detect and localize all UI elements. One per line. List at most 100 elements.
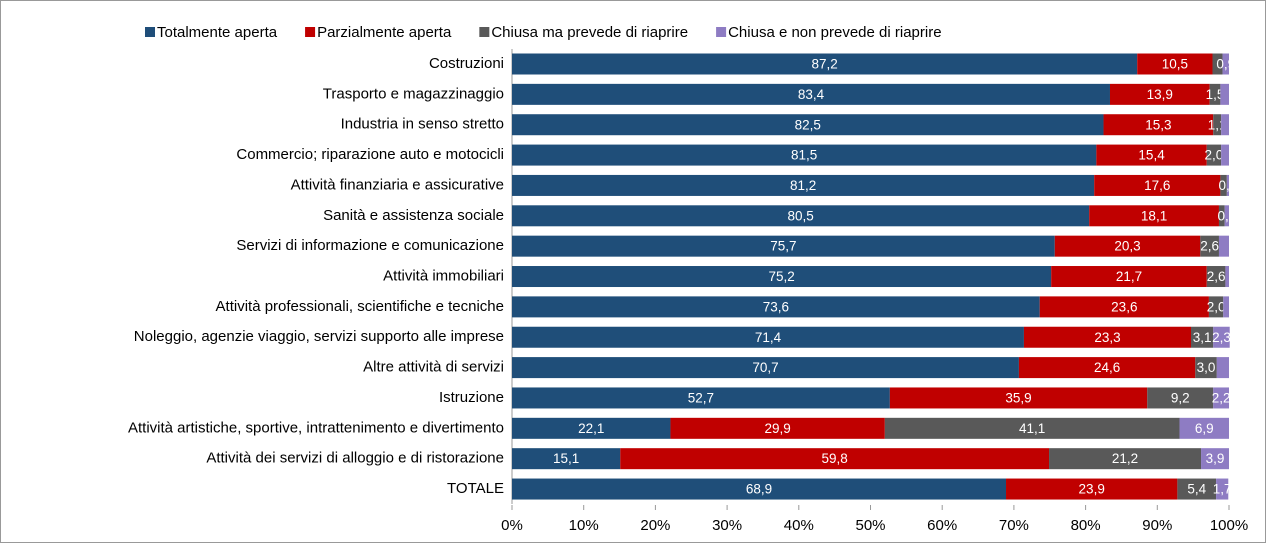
value-label: 21,2 bbox=[1112, 451, 1138, 466]
bar-segment bbox=[1216, 478, 1229, 500]
bar-segment bbox=[1137, 53, 1213, 75]
x-tick-label: 70% bbox=[999, 517, 1029, 534]
bar-segment bbox=[1208, 296, 1224, 318]
value-label: 1,7 bbox=[1213, 482, 1232, 497]
y-tick-label: Servizi di informazione e comunicazione bbox=[236, 237, 504, 254]
bar-segment bbox=[1147, 387, 1214, 409]
x-tick-label: 80% bbox=[1071, 517, 1101, 534]
bar-segment bbox=[1224, 205, 1229, 227]
value-label: 81,2 bbox=[790, 178, 816, 193]
bar-segment bbox=[1209, 83, 1221, 105]
bar-segment bbox=[512, 53, 1138, 75]
bar-segment bbox=[1103, 114, 1214, 136]
value-label: 1,5 bbox=[1206, 87, 1225, 102]
bar-segment bbox=[512, 144, 1097, 166]
value-label: 52,7 bbox=[688, 391, 714, 406]
value-label: 80,5 bbox=[787, 208, 813, 223]
value-label: 68,9 bbox=[746, 482, 772, 497]
bar-segment bbox=[884, 417, 1180, 439]
bar-segment bbox=[1179, 417, 1229, 439]
legend-label: Parzialmente aperta bbox=[317, 24, 452, 41]
y-tick-label: Commercio; riparazione auto e motocicli bbox=[236, 146, 504, 163]
value-label: 83,4 bbox=[798, 87, 825, 102]
bar-segment bbox=[1212, 53, 1223, 75]
bar-segment bbox=[1206, 266, 1226, 288]
value-label: 2,0 bbox=[1205, 148, 1224, 163]
value-label: 3,9 bbox=[1206, 451, 1225, 466]
y-tick-label: Attività dei servizi di alloggio e di ri… bbox=[206, 450, 504, 467]
y-tick-label: TOTALE bbox=[447, 480, 504, 497]
bar-segment bbox=[1213, 114, 1222, 136]
bar-segment bbox=[1039, 296, 1209, 318]
x-tick-label: 40% bbox=[784, 517, 814, 534]
x-tick-label: 0% bbox=[501, 517, 523, 534]
y-tick-label: Attività professionali, scientifiche e t… bbox=[216, 298, 504, 315]
y-tick-label: Altre attività di servizi bbox=[363, 359, 504, 376]
bar-segment bbox=[1051, 266, 1207, 288]
value-label: 13,9 bbox=[1147, 87, 1173, 102]
x-tick-label: 20% bbox=[640, 517, 670, 534]
value-label: 23,9 bbox=[1079, 482, 1105, 497]
value-label: 70,7 bbox=[752, 360, 778, 375]
bar-segment bbox=[512, 205, 1090, 227]
bar-segment bbox=[1223, 296, 1229, 318]
bar-segment bbox=[1049, 448, 1202, 470]
y-tick-label: Attività immobiliari bbox=[383, 267, 504, 284]
value-label: 75,7 bbox=[770, 239, 796, 254]
bar-segment bbox=[1089, 205, 1219, 227]
bar-segment bbox=[620, 448, 1050, 470]
value-label: 73,6 bbox=[763, 299, 789, 314]
value-label: 0,9 bbox=[1216, 57, 1235, 72]
bar-segment bbox=[1109, 83, 1210, 105]
value-label: 15,1 bbox=[553, 451, 579, 466]
value-label: 17,6 bbox=[1144, 178, 1170, 193]
value-label: 24,6 bbox=[1094, 360, 1120, 375]
value-label: 3,0 bbox=[1197, 360, 1216, 375]
x-tick-label: 30% bbox=[712, 517, 742, 534]
y-tick-label: Attività finanziaria e assicurative bbox=[291, 176, 504, 193]
bar-segment bbox=[1054, 235, 1201, 257]
value-label: 21,7 bbox=[1116, 269, 1142, 284]
value-label: 0,6 bbox=[1217, 208, 1236, 223]
legend-label: Totalmente aperta bbox=[157, 24, 278, 41]
y-tick-label: Industria in senso stretto bbox=[341, 116, 504, 133]
y-tick-label: Istruzione bbox=[439, 389, 504, 406]
bar-segment bbox=[1221, 144, 1229, 166]
value-label: 87,2 bbox=[811, 57, 837, 72]
bar-segment bbox=[1023, 326, 1191, 348]
value-label: 75,2 bbox=[768, 269, 794, 284]
legend-swatch bbox=[716, 27, 727, 37]
bar-segment bbox=[512, 296, 1040, 318]
bar-segment bbox=[1216, 357, 1229, 379]
x-tick-label: 60% bbox=[927, 517, 957, 534]
bar-segment bbox=[1177, 478, 1217, 500]
bar-segment bbox=[1213, 387, 1229, 409]
bar-segment bbox=[512, 174, 1095, 196]
value-label: 0,3 bbox=[1219, 178, 1238, 193]
bar-segment bbox=[1222, 53, 1229, 75]
value-label: 15,3 bbox=[1145, 117, 1171, 132]
value-label: 71,4 bbox=[755, 330, 782, 345]
x-tick-label: 10% bbox=[569, 517, 599, 534]
bar-segment bbox=[1018, 357, 1196, 379]
bar-segment bbox=[512, 326, 1024, 348]
bar-segment bbox=[1225, 266, 1229, 288]
bar-segment bbox=[512, 235, 1055, 257]
bar-segment bbox=[1190, 326, 1214, 348]
x-tick-label: 90% bbox=[1142, 517, 1172, 534]
bar-segment bbox=[670, 417, 885, 439]
value-label: 18,1 bbox=[1141, 208, 1167, 223]
value-label: 59,8 bbox=[822, 451, 848, 466]
value-label: 82,5 bbox=[795, 117, 821, 132]
value-label: 41,1 bbox=[1019, 421, 1045, 436]
y-tick-label: Noleggio, agenzie viaggio, servizi suppo… bbox=[134, 328, 504, 345]
bar-segment bbox=[512, 357, 1019, 379]
value-label: 15,4 bbox=[1138, 148, 1165, 163]
value-label: 2,3 bbox=[1212, 330, 1231, 345]
bar-segment bbox=[512, 114, 1104, 136]
bar-segment bbox=[1200, 235, 1219, 257]
bar-segment bbox=[512, 83, 1110, 105]
bar-segment bbox=[1213, 326, 1230, 348]
value-label: 22,1 bbox=[578, 421, 604, 436]
y-tick-label: Sanità e assistenza sociale bbox=[323, 207, 504, 224]
